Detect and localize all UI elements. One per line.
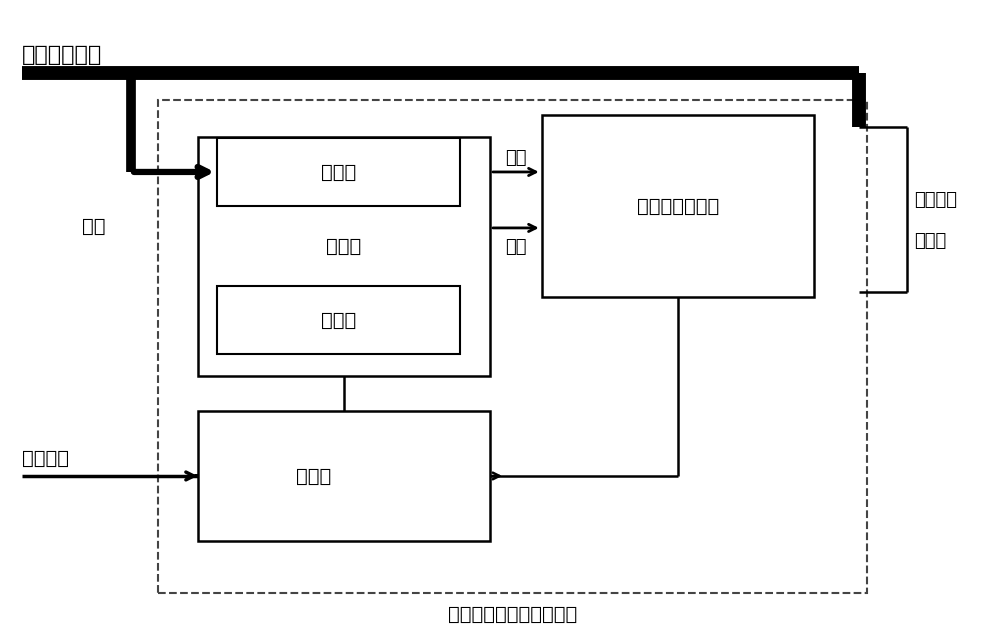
Text: 驻油箱: 驻油箱 bbox=[326, 236, 361, 256]
Text: 燃烧室: 燃烧室 bbox=[915, 232, 947, 250]
Bar bbox=[198, 411, 490, 541]
Text: 燃油: 燃油 bbox=[82, 217, 105, 236]
Text: 空气: 空气 bbox=[505, 238, 527, 256]
Text: 控制器: 控制器 bbox=[296, 467, 332, 485]
Bar bbox=[217, 139, 460, 205]
Bar bbox=[198, 137, 490, 376]
Text: 助推阀: 助推阀 bbox=[321, 311, 356, 329]
Bar bbox=[217, 286, 460, 354]
Text: 飞行条件: 飞行条件 bbox=[22, 449, 69, 468]
Text: 燃油: 燃油 bbox=[505, 149, 527, 167]
Text: 等离子体点火器: 等离子体点火器 bbox=[637, 196, 719, 216]
Text: 主发动机油路: 主发动机油路 bbox=[22, 46, 102, 65]
Text: 主发动机: 主发动机 bbox=[915, 191, 958, 209]
Text: 截止阀: 截止阀 bbox=[321, 162, 356, 182]
Bar bbox=[158, 100, 867, 593]
Bar bbox=[542, 115, 814, 297]
Text: 微小型智能可调点火系统: 微小型智能可调点火系统 bbox=[448, 605, 577, 624]
